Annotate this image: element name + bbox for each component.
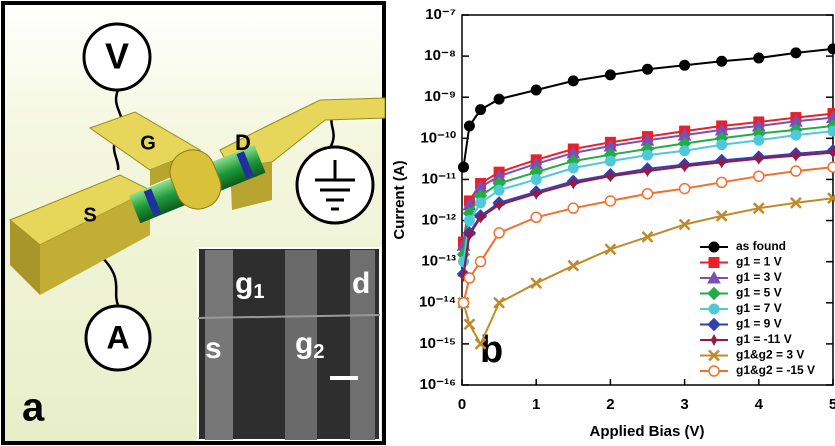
marker: [568, 203, 578, 213]
source-label: S: [83, 204, 96, 226]
legend-label: g1&g2 = -15 V: [736, 363, 815, 377]
legend-label: as found: [736, 239, 786, 253]
x-tick-label: 3: [680, 396, 688, 413]
marker: [791, 166, 801, 176]
inset-label: s: [205, 332, 222, 365]
marker: [754, 135, 764, 145]
marker: [828, 162, 835, 172]
marker: [476, 105, 486, 115]
panel-label: a: [22, 386, 45, 430]
marker: [708, 288, 720, 300]
schematic-panel: V A G D S a g1 d s g2: [3, 3, 385, 443]
x-tick-label: 4: [755, 396, 764, 413]
ground-circle: [297, 147, 373, 223]
x-axis-title: Applied Bias (V): [589, 423, 704, 440]
gate-label: G: [140, 132, 156, 154]
marker: [464, 273, 474, 283]
marker: [531, 85, 541, 95]
marker: [494, 228, 504, 238]
marker: [605, 196, 615, 206]
legend-label: g1 = 7 V: [736, 301, 782, 315]
marker: [568, 163, 578, 173]
marker: [643, 150, 653, 160]
marker: [709, 242, 719, 252]
y-tick-label: 10⁻¹⁵: [419, 335, 456, 352]
marker: [494, 185, 504, 195]
legend-label: g1 = 1 V: [736, 255, 782, 269]
marker: [568, 261, 578, 271]
marker: [605, 244, 615, 254]
y-tick-label: 10⁻¹⁶: [419, 376, 456, 393]
marker: [464, 216, 474, 226]
y-tick-label: 10⁻¹⁰: [420, 129, 456, 146]
marker: [709, 304, 719, 314]
sem-inset: g1 d s g2: [198, 248, 380, 440]
inset-label: g: [235, 267, 253, 300]
marker: [680, 184, 690, 194]
marker: [709, 335, 719, 345]
marker: [717, 56, 727, 66]
marker: [680, 146, 690, 156]
marker: [754, 171, 764, 181]
voltmeter-label: V: [105, 36, 129, 77]
y-axis-title: Current (A): [391, 160, 408, 239]
marker: [476, 198, 486, 208]
y-tick-label: 10⁻⁹: [424, 88, 456, 105]
marker: [458, 162, 468, 172]
marker: [791, 48, 801, 58]
marker: [605, 70, 615, 80]
legend-label: g1 = 3 V: [736, 270, 782, 284]
marker: [476, 257, 486, 267]
marker: [531, 174, 541, 184]
marker: [494, 298, 504, 308]
marker: [709, 258, 719, 268]
x-tick-label: 1: [532, 396, 540, 413]
inset-label-sub: 1: [253, 281, 264, 303]
marker: [717, 140, 727, 150]
marker: [531, 278, 541, 288]
ammeter-label: A: [106, 319, 129, 355]
legend-label: g1 = -11 V: [736, 332, 792, 346]
y-tick-label: 10⁻⁸: [424, 47, 456, 64]
marker: [531, 212, 541, 222]
inset-label: g: [295, 327, 313, 360]
inset-label-sub: 2: [313, 341, 324, 363]
marker: [568, 76, 578, 86]
marker: [708, 319, 720, 331]
marker: [643, 64, 653, 74]
x-tick-label: 5: [829, 396, 835, 413]
marker: [458, 298, 468, 308]
drain-label: D: [235, 130, 251, 155]
x-tick-label: 2: [606, 396, 614, 413]
marker: [709, 366, 719, 376]
figure: V A G D S a g1 d s g2 Applied Bias (V) C…: [0, 0, 835, 446]
marker: [494, 94, 504, 104]
legend-label: g1&g2 = 3 V: [736, 348, 804, 362]
marker: [643, 232, 653, 242]
marker: [605, 156, 615, 166]
x-tick-label: 0: [458, 396, 466, 413]
marker: [754, 53, 764, 63]
y-tick-label: 10⁻¹¹: [421, 170, 456, 187]
y-tick-label: 10⁻¹³: [421, 253, 456, 270]
inset-label: d: [352, 267, 370, 300]
marker: [828, 126, 835, 136]
y-tick-label: 10⁻¹⁴: [419, 294, 456, 311]
marker: [643, 189, 653, 199]
marker: [680, 60, 690, 70]
legend-label: g1 = 5 V: [736, 286, 782, 300]
legend-label: g1 = 9 V: [736, 317, 782, 331]
marker: [828, 44, 835, 54]
marker: [717, 177, 727, 187]
y-tick-label: 10⁻⁷: [425, 6, 456, 23]
marker: [464, 121, 474, 131]
marker: [791, 130, 801, 140]
y-tick-label: 10⁻¹²: [421, 212, 456, 229]
